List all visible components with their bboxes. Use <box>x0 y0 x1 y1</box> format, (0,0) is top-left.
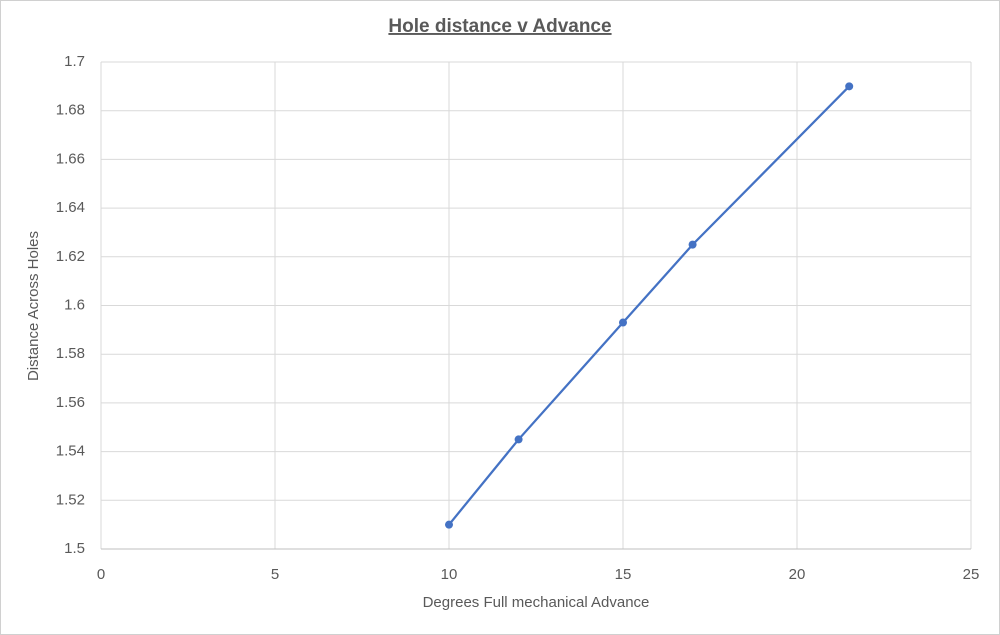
chart-title: Hole distance v Advance <box>388 16 611 37</box>
y-tick-label: 1.62 <box>56 248 85 265</box>
y-tick-label: 1.68 <box>56 102 85 119</box>
x-tick-label: 15 <box>615 566 632 583</box>
data-point <box>619 318 627 327</box>
data-point <box>514 435 523 444</box>
x-axis-title: Degrees Full mechanical Advance <box>423 594 650 611</box>
y-tick-label: 1.52 <box>56 491 85 508</box>
data-point <box>688 240 697 249</box>
x-tick-label: 25 <box>963 566 980 583</box>
y-tick-label: 1.7 <box>64 53 85 70</box>
y-tick-label: 1.6 <box>64 296 85 313</box>
y-tick-label: 1.56 <box>56 394 85 411</box>
x-tick-label: 5 <box>271 566 279 583</box>
y-tick-label: 1.64 <box>56 199 85 216</box>
y-tick-label: 1.66 <box>56 150 85 167</box>
x-tick-label: 10 <box>441 566 458 583</box>
data-point <box>445 520 453 529</box>
data-point <box>845 82 854 91</box>
x-tick-label: 0 <box>97 566 105 583</box>
y-tick-label: 1.58 <box>56 345 85 362</box>
x-tick-label: 20 <box>789 566 806 583</box>
y-tick-label: 1.54 <box>56 443 85 460</box>
y-axis-title: Distance Across Holes <box>25 231 42 381</box>
y-tick-label: 1.5 <box>64 540 85 557</box>
